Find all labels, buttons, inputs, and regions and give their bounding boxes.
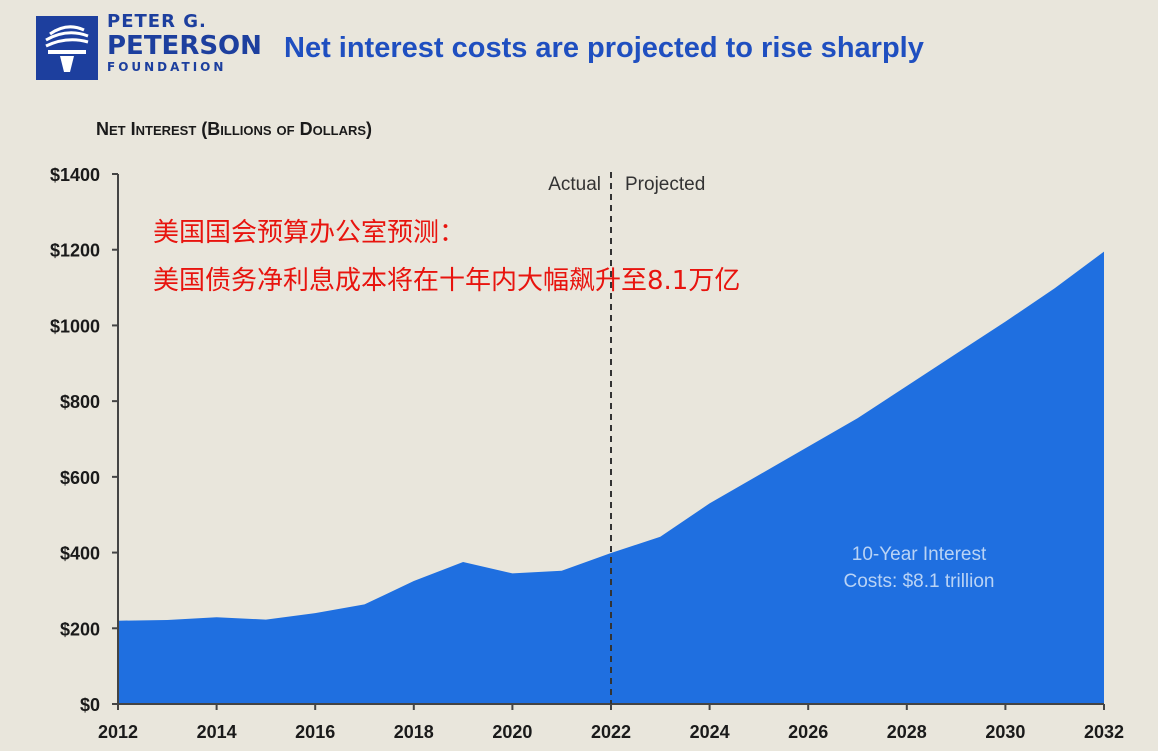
x-tick-label: 2028: [887, 722, 927, 742]
x-axis: 2012 2014 2016 2018 2020 2022 2024 2026 2028 2030…: [98, 704, 1124, 742]
x-tick-label: 2024: [690, 722, 730, 742]
area-series: [118, 251, 1104, 704]
y-tick-label: $1200: [50, 241, 100, 261]
torch-icon: [45, 25, 89, 72]
x-tick-label: 2020: [492, 722, 532, 742]
y-tick-label: $600: [60, 468, 100, 488]
overlay-caption-line-2: 美国债务净利息成本将在十年内大幅飙升至8.1万亿: [153, 266, 741, 296]
logo-line-3: FOUNDATION: [107, 60, 227, 74]
y-tick-label: $1400: [50, 165, 100, 185]
foundation-wordmark: PETER G. PETERSON FOUNDATION: [107, 11, 262, 75]
y-tick-label: $1000: [50, 316, 100, 336]
x-tick-label: 2014: [197, 722, 237, 742]
y-tick-label: $200: [60, 619, 100, 639]
x-tick-label: 2032: [1084, 722, 1124, 742]
logo-line-1: PETER G.: [107, 11, 207, 32]
y-tick-label: $800: [60, 392, 100, 412]
x-tick-label: 2016: [295, 722, 335, 742]
chart-title: Net Interest (Billions of Dollars): [96, 119, 373, 139]
actual-label: Actual: [548, 174, 601, 195]
overlay-caption-line-1: 美国国会预算办公室预测：: [153, 218, 466, 248]
y-tick-label: $0: [80, 695, 100, 715]
x-tick-label: 2022: [591, 722, 631, 742]
logo-line-2: PETERSON: [107, 31, 262, 61]
x-tick-label: 2026: [788, 722, 828, 742]
projected-label: Projected: [625, 174, 705, 195]
foundation-logo: [36, 16, 98, 80]
x-tick-label: 2018: [394, 722, 434, 742]
x-tick-label: 2012: [98, 722, 138, 742]
x-tick-label: 2030: [985, 722, 1025, 742]
y-axis: $0 $200 $400 $600 $800 $1000 $1200 $1400: [50, 165, 118, 715]
headline: Net interest costs are projected to rise…: [284, 32, 924, 64]
annotation-line-1: 10-Year Interest: [852, 544, 987, 565]
y-tick-label: $400: [60, 544, 100, 564]
annotation-line-2: Costs: $8.1 trillion: [843, 571, 994, 592]
